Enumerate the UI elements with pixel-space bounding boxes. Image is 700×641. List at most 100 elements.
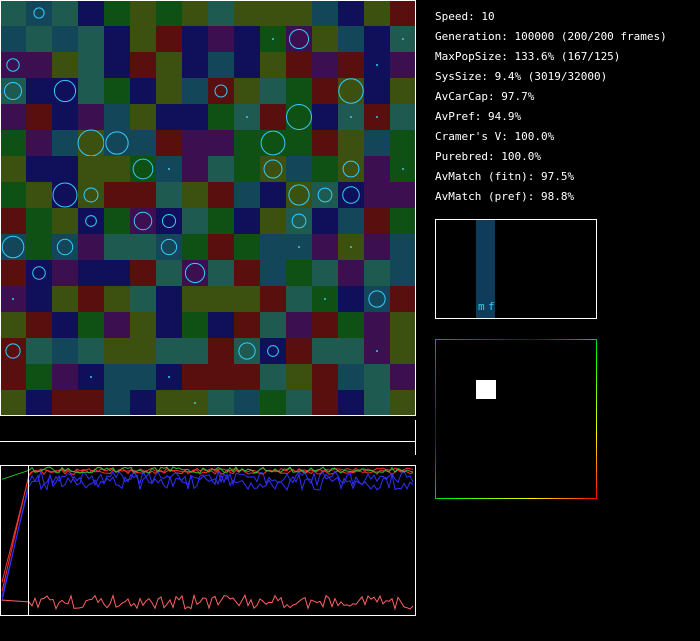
organism [105, 131, 129, 155]
stat-line: MaxPopSize: 133.6% (167/125) [435, 50, 620, 63]
organism [286, 104, 312, 130]
cell [0, 156, 26, 182]
organism [53, 79, 77, 103]
cell [130, 234, 156, 260]
cell [234, 156, 260, 182]
cell [104, 364, 130, 390]
cell [338, 130, 364, 156]
cell [52, 260, 78, 286]
cell [78, 104, 104, 130]
cell [26, 0, 52, 26]
cell [26, 78, 52, 104]
cell [338, 260, 364, 286]
cell [208, 338, 234, 364]
cell [234, 234, 260, 260]
trace [1, 466, 414, 480]
organism [52, 182, 78, 208]
cell [234, 286, 260, 312]
cell [234, 208, 260, 234]
cell [130, 104, 156, 130]
cell [338, 26, 364, 52]
cell [364, 130, 390, 156]
cell [156, 208, 182, 234]
organism [263, 159, 283, 179]
cell [286, 130, 312, 156]
cell [104, 390, 130, 416]
cell [312, 182, 338, 208]
stat-line: Generation: 100000 (200/200 frames) [435, 30, 667, 43]
cell [0, 234, 26, 260]
cell [104, 26, 130, 52]
organism [77, 129, 105, 157]
organism [133, 211, 153, 231]
cell [0, 52, 26, 78]
cell [260, 286, 286, 312]
cell [286, 78, 312, 104]
cell [104, 338, 130, 364]
organism [288, 28, 310, 50]
cell [104, 52, 130, 78]
cell [208, 156, 234, 182]
organism [238, 342, 256, 360]
cell [78, 26, 104, 52]
stats-panel: Speed: 10 Generation: 100000 (200/200 fra… [435, 10, 667, 203]
cell [156, 234, 182, 260]
cell [156, 104, 182, 130]
cell [104, 208, 130, 234]
cell [182, 312, 208, 338]
cell [130, 182, 156, 208]
cell [286, 182, 312, 208]
organism [376, 350, 378, 352]
cell [156, 182, 182, 208]
cell [312, 260, 338, 286]
cell [52, 390, 78, 416]
stat-line: SysSize: 9.4% (3019/32000) [435, 70, 607, 83]
cell [52, 364, 78, 390]
cell [286, 338, 312, 364]
cell [52, 156, 78, 182]
history-plot [1, 466, 414, 615]
cell [390, 0, 416, 26]
cell [182, 156, 208, 182]
cell [0, 78, 26, 104]
cell [26, 26, 52, 52]
cell [312, 208, 338, 234]
cell [78, 338, 104, 364]
stat-line: Speed: 10 [435, 10, 495, 23]
cell [390, 286, 416, 312]
cell [286, 26, 312, 52]
cell [208, 260, 234, 286]
cell [338, 182, 364, 208]
organism [214, 84, 228, 98]
cell [286, 156, 312, 182]
cell [234, 130, 260, 156]
stat-line: Cramer's V: 100.0% [435, 130, 555, 143]
cell [234, 364, 260, 390]
organism [5, 343, 21, 359]
organism [168, 376, 170, 378]
cell [0, 208, 26, 234]
cell [52, 0, 78, 26]
cell [390, 78, 416, 104]
cell [182, 286, 208, 312]
cell [338, 78, 364, 104]
cell [156, 260, 182, 286]
cell [182, 26, 208, 52]
cell [364, 0, 390, 26]
cell [156, 52, 182, 78]
cell [52, 234, 78, 260]
organism [83, 187, 99, 203]
cell [260, 208, 286, 234]
histogram-label: m [478, 300, 485, 313]
cell [312, 78, 338, 104]
cell [390, 182, 416, 208]
cell [312, 26, 338, 52]
cell [208, 182, 234, 208]
cell [104, 104, 130, 130]
cell [104, 260, 130, 286]
cell [260, 182, 286, 208]
cell [182, 182, 208, 208]
cell [78, 260, 104, 286]
cell [312, 52, 338, 78]
cell [260, 312, 286, 338]
